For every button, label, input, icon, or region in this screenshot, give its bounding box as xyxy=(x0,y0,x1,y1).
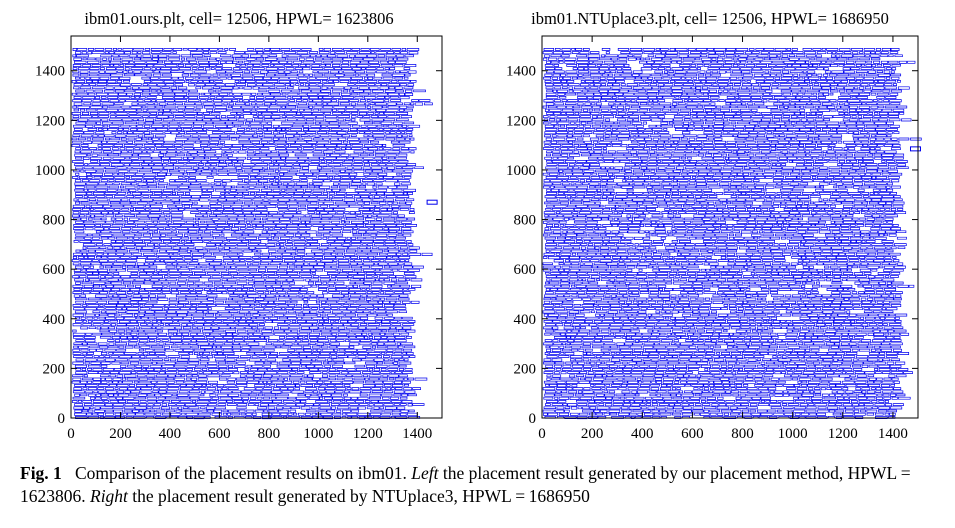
left-y-tick-label-400: 400 xyxy=(43,312,66,328)
left-y-tick-label-1200: 1200 xyxy=(35,113,65,129)
left-y-tick-label-800: 800 xyxy=(43,213,66,229)
left-y-tick-label-1400: 1400 xyxy=(35,64,65,80)
left-plot-frame xyxy=(70,35,443,419)
left-x-tick-label-600: 600 xyxy=(208,426,231,442)
left-x-tick-label-1200: 1200 xyxy=(353,426,383,442)
caption-right-word: Right xyxy=(90,486,128,506)
left-x-tick-label-800: 800 xyxy=(258,426,281,442)
left-x-tick-label-0: 0 xyxy=(67,426,75,442)
plot-right-title: ibm01.NTUplace3.plt, cell= 12506, HPWL= … xyxy=(531,9,889,28)
left-x-tick-label-1000: 1000 xyxy=(303,426,333,442)
left-x-tick-label-200: 200 xyxy=(109,426,132,442)
caption-left-word: Left xyxy=(411,463,439,483)
left-cells xyxy=(71,48,433,420)
plot-left-title: ibm01.ours.plt, cell= 12506, HPWL= 16238… xyxy=(84,9,394,28)
left-y-tick-label-0: 0 xyxy=(58,411,66,427)
caption-text-2: the placement result generated by our pl… xyxy=(20,463,915,506)
left-y-tick-label-1000: 1000 xyxy=(35,163,65,179)
caption-label: Fig. 1 xyxy=(20,463,62,483)
left-y-tick-label-600: 600 xyxy=(43,262,66,278)
left-x-tick-label-1400: 1400 xyxy=(402,426,432,442)
left-x-tick-label-400: 400 xyxy=(159,426,182,442)
figure-caption: Fig. 1 Comparison of the placement resul… xyxy=(20,462,945,508)
left-y-tick-label-200: 200 xyxy=(43,361,66,377)
left-cell-rects xyxy=(71,48,433,420)
caption-text-3: the placement result generated by NTUpla… xyxy=(127,486,590,506)
left-outlier-cell-0 xyxy=(426,199,438,205)
caption-text-1: Comparison of the placement results on i… xyxy=(74,463,412,483)
